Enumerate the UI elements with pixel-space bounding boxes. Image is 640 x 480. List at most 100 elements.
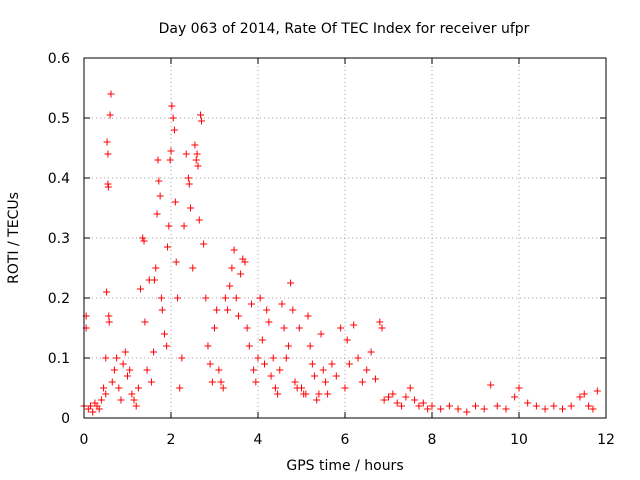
- data-point: [398, 402, 406, 410]
- data-point: [191, 141, 199, 149]
- y-axis-title: ROTI / TECUs: [6, 192, 22, 284]
- data-point: [437, 405, 445, 413]
- data-point: [532, 402, 540, 410]
- data-point: [332, 372, 340, 380]
- data-point: [502, 405, 510, 413]
- data-point: [367, 348, 375, 356]
- data-point: [152, 264, 160, 272]
- x-tick-label: 0: [80, 432, 89, 448]
- data-point: [197, 117, 205, 125]
- data-point: [380, 396, 388, 404]
- data-point: [576, 393, 584, 401]
- data-point: [419, 399, 427, 407]
- data-point: [302, 390, 310, 398]
- data-point: [215, 366, 223, 374]
- data-point: [487, 381, 495, 389]
- data-point: [337, 324, 345, 332]
- data-point: [87, 402, 95, 410]
- data-point: [234, 312, 242, 320]
- data-point: [559, 405, 566, 413]
- data-point: [170, 126, 178, 134]
- data-point: [228, 264, 236, 272]
- data-point: [269, 354, 277, 362]
- y-tick-label: 0.6: [48, 51, 70, 67]
- data-point: [211, 324, 218, 332]
- data-point: [315, 390, 323, 398]
- x-tick-label: 6: [341, 432, 350, 448]
- data-point: [172, 258, 180, 266]
- data-point: [256, 294, 264, 302]
- x-tick-label: 2: [167, 432, 176, 448]
- data-point: [345, 360, 353, 368]
- data-point: [165, 222, 173, 230]
- data-point: [415, 402, 423, 410]
- data-point: [472, 402, 479, 410]
- data-point: [258, 336, 266, 344]
- data-point: [155, 177, 163, 185]
- y-tick-label: 0.4: [48, 171, 70, 187]
- y-tick-label: 0.1: [48, 351, 70, 367]
- data-point: [104, 150, 112, 158]
- data-point: [100, 384, 108, 392]
- data-point: [174, 294, 182, 302]
- data-point: [358, 378, 366, 386]
- data-point: [171, 198, 179, 206]
- data-point: [115, 384, 123, 392]
- data-point: [385, 393, 392, 401]
- data-point: [304, 312, 312, 320]
- data-point: [217, 378, 225, 386]
- data-point: [154, 156, 162, 164]
- data-point: [402, 393, 410, 401]
- data-point: [350, 321, 358, 329]
- data-point: [287, 279, 295, 287]
- data-point: [406, 384, 414, 392]
- grid: [84, 58, 606, 418]
- data-point: [371, 375, 379, 383]
- data-point: [168, 102, 176, 110]
- data-point: [317, 330, 325, 338]
- data-point: [132, 402, 140, 410]
- data-point: [195, 216, 203, 224]
- data-point: [445, 402, 453, 410]
- x-tick-labels: 0 2 4 6 8 10 12: [80, 432, 615, 448]
- data-point: [280, 324, 288, 332]
- data-point: [376, 318, 384, 326]
- data-point: [247, 300, 255, 308]
- data-point: [187, 204, 195, 212]
- data-point: [163, 342, 171, 350]
- data-point: [267, 372, 275, 380]
- data-points: [80, 90, 601, 416]
- data-point: [169, 114, 177, 122]
- data-point: [153, 210, 161, 218]
- data-point: [158, 306, 166, 314]
- data-point: [121, 348, 129, 356]
- data-point: [95, 405, 103, 413]
- x-tick-label: 12: [597, 432, 615, 448]
- data-point: [276, 366, 284, 374]
- data-point: [204, 342, 212, 350]
- data-point: [128, 390, 136, 398]
- data-point: [341, 384, 349, 392]
- y-tick-label: 0.5: [48, 111, 70, 127]
- data-point: [103, 138, 111, 146]
- data-point: [263, 306, 271, 314]
- data-point: [480, 405, 488, 413]
- data-point: [343, 336, 351, 344]
- data-point: [265, 318, 273, 326]
- x-axis-title: GPS time / hours: [286, 458, 403, 474]
- data-point: [89, 408, 97, 416]
- data-point: [105, 318, 113, 326]
- data-point: [271, 384, 279, 392]
- data-point: [106, 111, 114, 119]
- data-point: [428, 402, 436, 410]
- y-tick-label: 0: [61, 411, 70, 427]
- data-point: [232, 294, 240, 302]
- data-point: [176, 384, 184, 392]
- data-point: [224, 306, 232, 314]
- data-point: [524, 399, 532, 407]
- data-point: [130, 396, 138, 404]
- data-point: [213, 306, 221, 314]
- data-point: [284, 342, 292, 350]
- data-point: [113, 354, 121, 362]
